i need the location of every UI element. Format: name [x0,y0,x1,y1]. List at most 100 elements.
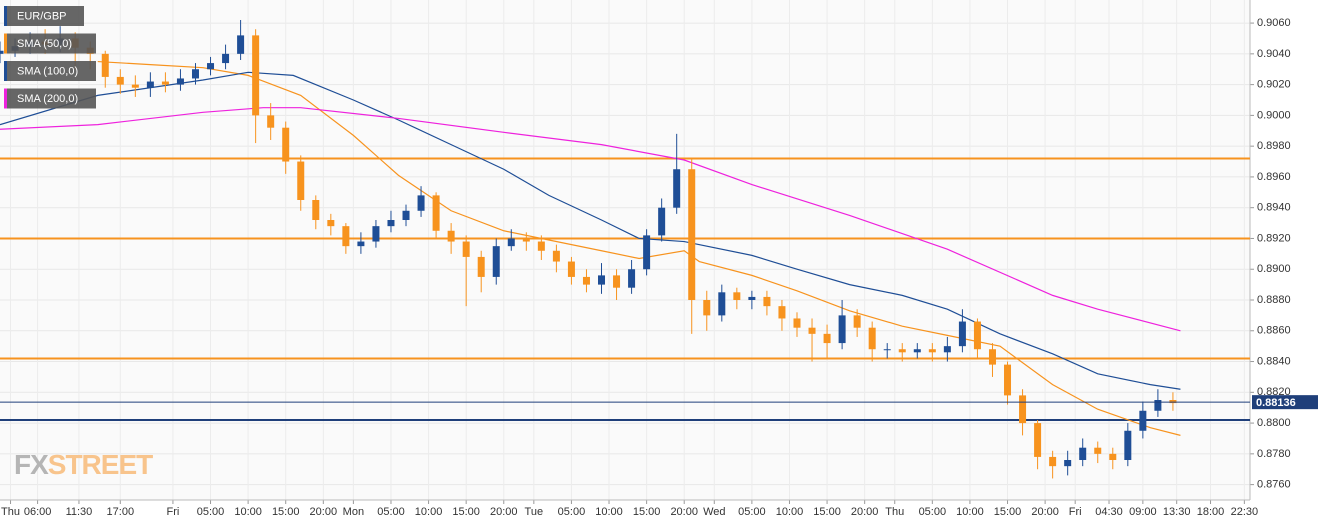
candle-body [1004,364,1012,396]
candle-body [883,349,891,351]
candle-body [387,220,395,227]
x-tick-label: 10:00 [776,506,804,518]
x-tick-label: 06:00 [24,506,52,518]
x-tick-label: 05:00 [558,506,586,518]
candle-body [191,69,199,79]
x-tick-label: 10:00 [595,506,623,518]
watermark-part: FX [14,449,49,480]
candle-body [673,169,681,208]
candle-body [312,200,320,220]
legend-box [4,88,96,109]
candle-body [462,241,470,257]
candle-body [1124,430,1132,460]
x-tick-label: 15:00 [452,506,480,518]
candle-body [477,256,485,277]
legend-box [4,33,96,54]
x-tick-label: Thu [885,506,904,518]
candle-body [1109,453,1117,460]
x-tick-label: 04:30 [1095,506,1123,518]
candle-body [507,238,515,247]
x-tick-label: 11:30 [66,506,93,518]
candle-body [643,235,651,270]
x-tick-label: 10:00 [234,506,262,518]
y-tick-label: 0.8800 [1257,417,1291,429]
x-tick-label: 18:00 [1197,506,1225,518]
y-tick-label: 0.8760 [1257,479,1291,491]
x-tick-label: 15:00 [633,506,661,518]
legend-label: SMA (50,0) [17,38,72,50]
x-tick-label: 05:00 [197,506,225,518]
candle-body [297,161,305,200]
candle-body [763,296,771,307]
x-tick-label: Wed [703,506,725,518]
y-tick-label: 0.8880 [1257,294,1291,306]
x-tick-label: 13:30 [1163,506,1191,518]
legend-label: SMA (200,0) [17,93,78,105]
candle-body [913,349,921,353]
candle-body [703,300,711,316]
legend-box [4,61,96,81]
candle-body [1094,447,1102,454]
candle-body [567,261,575,277]
candle-body [928,349,936,353]
candle-body [222,53,230,64]
candle-body [628,269,636,288]
legend-marker [4,88,7,109]
y-tick-label: 0.9040 [1257,48,1291,60]
candle-body [116,76,124,85]
x-tick-label: Thu [1,506,20,518]
candle-body [146,81,154,88]
x-tick-label: Tue [525,506,544,518]
y-tick-label: 0.8840 [1257,355,1291,367]
candle-body [417,195,425,211]
x-tick-label: Mon [343,506,364,518]
candle-body [823,333,831,344]
candle-body [432,195,440,231]
candle-body [207,63,215,70]
watermark: FXSTREET [14,449,153,480]
candle-body [688,169,696,300]
candle-body [357,241,365,247]
y-tick-label: 0.9060 [1257,17,1291,29]
candle-body [1064,460,1072,467]
x-tick-label: 17:00 [107,506,135,518]
x-tick-label: 15:00 [813,506,841,518]
candle-body [0,50,4,54]
x-tick-label: 05:00 [919,506,947,518]
candle-body [898,349,906,353]
candle-body [868,327,876,350]
x-tick-label: 20:00 [490,506,518,518]
candle-body [1049,456,1057,467]
candle-body [598,275,606,285]
candle-body [1019,395,1027,424]
candle-body [161,81,169,85]
candle-body [793,318,801,328]
legend-marker [4,33,7,54]
candle-body [1154,400,1162,411]
y-tick-label: 0.8900 [1257,263,1291,275]
x-tick-label: Fri [167,506,180,518]
x-tick-label: 10:00 [956,506,984,518]
candle-body [342,226,350,247]
candle-body [778,306,786,319]
x-tick-label: 20:00 [310,506,338,518]
x-tick-label: 20:00 [670,506,698,518]
y-tick-label: 0.8860 [1257,325,1291,337]
candle-body [838,315,846,344]
sma-line [0,107,1181,332]
candle-body [973,321,981,350]
candle-body [582,276,590,285]
candle-body [733,292,741,300]
candle-body [131,84,139,88]
candle-body [282,127,290,162]
legend-box [4,6,84,26]
x-tick-label: 22:30 [1231,506,1259,518]
legend-marker [4,61,7,81]
candle-body [267,115,275,128]
candle-body [1169,400,1177,404]
x-tick-label: 05:00 [738,506,766,518]
x-tick-label: 20:00 [1031,506,1059,518]
candle-body [327,220,335,227]
